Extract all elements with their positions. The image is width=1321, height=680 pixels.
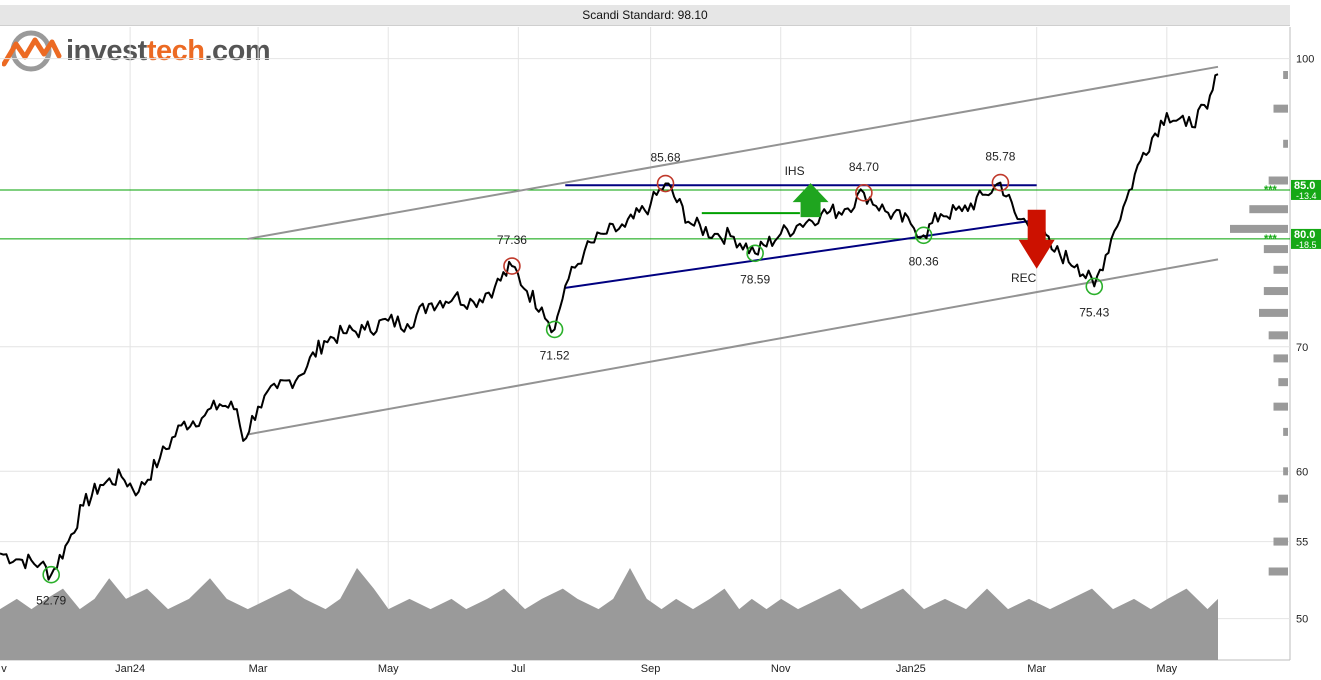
chart-title-bar: Scandi Standard: 98.10	[0, 5, 1290, 26]
volume-profile-bar	[1268, 567, 1288, 576]
support-resistance-level: 85.0	[1294, 180, 1315, 192]
top-marker-circle	[991, 173, 1010, 192]
price-annotation-label: 71.52	[540, 348, 570, 362]
volume-profile-bar	[1263, 245, 1288, 254]
x-tick-label: Mar	[1027, 663, 1046, 675]
volume-profile-bar	[1278, 494, 1288, 503]
volume-profile	[1230, 70, 1288, 576]
logo-wordmark: investtech.com	[66, 34, 271, 68]
pattern-label: REC	[1011, 271, 1037, 285]
volume-profile-bar	[1283, 427, 1288, 436]
x-tick-label: Jan24	[115, 663, 145, 675]
support-resistance-badge	[1291, 179, 1321, 200]
y-tick-label: 70	[1296, 342, 1308, 354]
trend-line-channel-lower	[247, 258, 1219, 436]
logo-text-main: invest	[66, 34, 147, 67]
bottom-marker-circle	[914, 226, 933, 245]
y-tick-label: 55	[1296, 537, 1308, 549]
volume-profile-bar	[1283, 139, 1288, 148]
top-marker-circle	[656, 174, 675, 193]
trend-lines	[247, 65, 1219, 436]
x-tick-label: Sep	[641, 663, 661, 675]
volume-profile-bar	[1273, 537, 1288, 546]
logo-mark-icon	[2, 30, 62, 72]
price-line-group	[0, 73, 1219, 581]
x-tick-label: Nov	[771, 663, 791, 675]
support-resistance-lines: *** 85.0-13.4 *** 80.0-18.5	[0, 179, 1321, 250]
x-tick-label: May	[1156, 663, 1177, 675]
pattern-label: IHS	[785, 164, 805, 178]
x-tick-label-partial: v	[1, 663, 7, 675]
support-resistance-pct: -13.4	[1296, 191, 1317, 201]
x-tick-label: May	[378, 663, 399, 675]
volume-profile-bar	[1259, 308, 1288, 317]
bottom-marker-circle	[746, 244, 764, 263]
price-annotation-label: 77.36	[497, 233, 527, 247]
trend-line-channel-upper	[247, 65, 1219, 240]
logo-text-accent: tech	[146, 34, 205, 67]
volume-profile-bar	[1268, 331, 1288, 340]
y-tick-label: 60	[1296, 466, 1308, 478]
volume-profile-bar	[1273, 265, 1288, 274]
x-tick-label: Jul	[511, 663, 525, 675]
pattern-up-arrow	[792, 183, 829, 218]
volume-profile-bar	[1273, 402, 1288, 411]
volume-profile-bar	[1283, 70, 1288, 79]
volume-profile-bar	[1273, 104, 1288, 113]
volume-profile-bar	[1263, 287, 1288, 296]
price-annotation-label: 78.59	[740, 272, 770, 286]
y-axis: 50 55 60 70 100	[1296, 54, 1314, 626]
investtech-logo: investtech.com	[2, 30, 271, 72]
price-annotation-label: 80.36	[909, 254, 939, 268]
pattern-down-arrow	[1018, 209, 1055, 269]
price-annotation-label: 52.79	[36, 594, 66, 608]
bottom-marker-circle	[545, 320, 564, 339]
chart-title: Scandi Standard: 98.10	[582, 8, 708, 22]
volume-area-path	[0, 568, 1218, 660]
price-annotation-label: 84.70	[849, 160, 879, 174]
x-axis: Jan24 Mar May Jul Sep Nov Jan25 Mar May v	[1, 663, 1177, 675]
bottom-marker-circle	[1085, 277, 1104, 296]
price-annotation-label: 75.43	[1079, 305, 1109, 319]
chart-grid	[0, 27, 1291, 661]
support-resistance-badge	[1291, 228, 1321, 249]
volume-profile-bar	[1230, 224, 1288, 233]
trend-line-neckline-rising	[565, 218, 1037, 289]
volume-profile-bar	[1273, 354, 1288, 363]
support-resistance-level: 80.0	[1294, 229, 1315, 241]
volume-profile-bar	[1278, 378, 1288, 387]
price-annotation-label: 85.68	[651, 151, 681, 165]
y-tick-label: 50	[1296, 614, 1308, 626]
top-bottom-markers: 52.79 77.36 71.52 85.68 78.59 84.70 80.36 85.78…	[36, 150, 1109, 608]
volume-area	[0, 568, 1218, 660]
volume-profile-bar	[1249, 205, 1288, 214]
volume-profile-bar	[1268, 176, 1288, 185]
logo-text-suffix: .com	[204, 34, 271, 67]
volume-profile-bar	[1283, 467, 1288, 476]
top-marker-circle	[503, 257, 521, 275]
support-resistance-stars: ***	[1264, 184, 1278, 196]
bottom-marker-circle	[42, 565, 60, 584]
support-resistance-pct: -18.5	[1296, 240, 1317, 250]
price-line	[0, 73, 1219, 581]
price-annotation-label: 85.78	[985, 150, 1015, 164]
top-marker-circle	[855, 184, 873, 202]
pattern-arrows: IHS REC	[785, 164, 1055, 285]
x-tick-label: Jan25	[896, 663, 926, 675]
x-tick-label: Mar	[249, 663, 268, 675]
y-tick-label: 100	[1296, 54, 1314, 66]
support-resistance-stars: ***	[1264, 233, 1278, 245]
